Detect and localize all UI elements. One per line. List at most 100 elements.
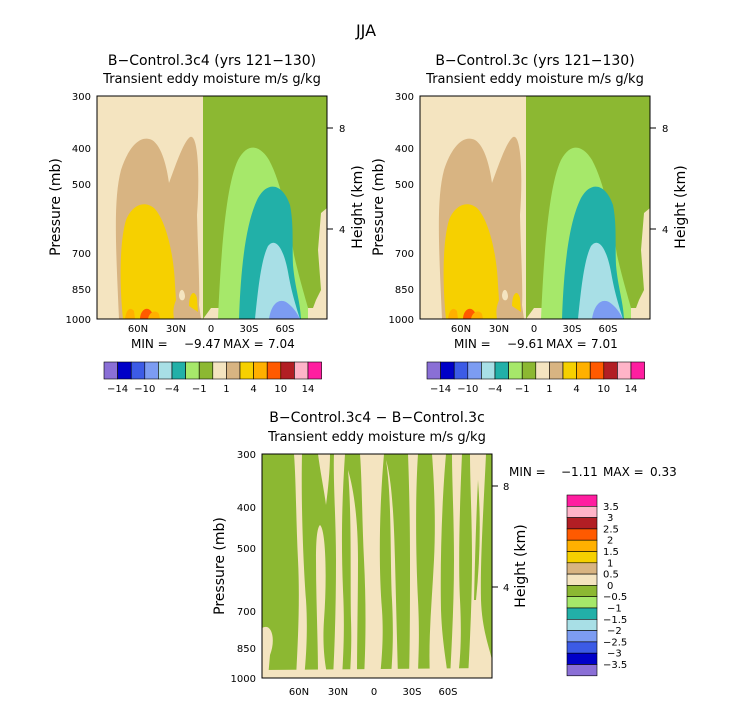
panel-b-min-value: −9.61 xyxy=(507,337,544,351)
panel-b-colorbar-label: 14 xyxy=(625,384,638,395)
panel-c-xtick: 60S xyxy=(438,687,457,698)
panel-b-ytick: 400 xyxy=(395,144,414,155)
panel-c-colorbar-swatch xyxy=(566,562,598,575)
panel-a-colorbar-swatch xyxy=(280,361,295,380)
panel-c-xtick: 0 xyxy=(371,687,377,698)
panel-c-colorbar-label: 1.5 xyxy=(603,547,619,558)
panel-a-colorbar-label: −10 xyxy=(134,384,155,395)
panel-c-colorbar-label: 3.5 xyxy=(603,502,619,513)
panel-c-colorbar-swatch xyxy=(566,517,598,530)
panel-a-xtick: 30S xyxy=(239,324,258,335)
panel-c-colorbar-label: 0 xyxy=(607,581,613,592)
panel-c-xtick: 60N xyxy=(289,687,309,698)
panel-a-colorbar-label: −14 xyxy=(107,384,128,395)
panel-b-subtitle: Transient eddy moisture m/s g/kg xyxy=(425,72,644,87)
panel-c-ytick: 850 xyxy=(237,644,256,655)
panel-c-colorbar-label: −3 xyxy=(607,649,622,660)
panel-c-ytick: 1000 xyxy=(231,674,256,685)
panel-a-colorbar-swatch xyxy=(239,361,254,380)
panel-a-ytick: 500 xyxy=(72,180,91,191)
panel-b-ylabel: Pressure (mb) xyxy=(371,158,387,256)
panel-c-colorbar-swatch xyxy=(566,539,598,552)
panel-b-ytick: 300 xyxy=(395,92,414,103)
panel-b-colorbar-swatch xyxy=(467,361,482,380)
panel-c-ylabel-right: Height (km) xyxy=(513,524,529,607)
panel-b-ytick: 1000 xyxy=(389,315,414,326)
panel-b-xtick: 60N xyxy=(451,324,471,335)
panel-b-colorbar-label: 10 xyxy=(597,384,610,395)
panel-c-ytick-right: 8 xyxy=(503,482,509,493)
panel-c-subtitle: Transient eddy moisture m/s g/kg xyxy=(267,430,486,445)
panel-c-colorbar-swatch xyxy=(566,528,598,541)
panel-a: B−Control.3c4 (yrs 121−130) Transient ed… xyxy=(48,53,366,395)
panel-c-min-label: MIN = xyxy=(509,465,546,479)
panel-b-colorbar: −14 −10 −4 −1 1 4 10 14 xyxy=(426,361,645,395)
panel-c-colorbar-label: −0.5 xyxy=(603,592,627,603)
panel-c-colorbar-swatch xyxy=(566,664,598,677)
panel-b-max-value: 7.01 xyxy=(591,337,618,351)
panel-b-xtick: 60S xyxy=(598,324,617,335)
panel-c-ytick: 300 xyxy=(237,450,256,461)
panel-b-colorbar-swatch xyxy=(630,361,645,380)
panel-b-colorbar-label: 1 xyxy=(546,384,552,395)
panel-a-ytick: 400 xyxy=(72,144,91,155)
panel-a-colorbar: −14 −10 −4 −1 1 4 10 14 xyxy=(103,361,322,395)
panel-a-colorbar-swatch xyxy=(103,361,118,380)
panel-a-colorbar-label: 14 xyxy=(302,384,315,395)
panel-a-field xyxy=(97,96,327,319)
panel-c-colorbar-swatch xyxy=(566,618,598,631)
panel-a-colorbar-swatch xyxy=(253,361,268,380)
panel-a-max-label: MAX = xyxy=(223,337,264,351)
panel-a-colorbar-swatch xyxy=(130,361,146,380)
panel-a-max-value: 7.04 xyxy=(268,337,295,351)
panel-a-colorbar-swatch xyxy=(226,361,241,380)
panel-c-max-label: MAX = xyxy=(603,465,644,479)
panel-c-colorbar-label: 1 xyxy=(607,558,613,569)
panel-c-colorbar-swatch xyxy=(566,585,598,598)
panel-b-colorbar-swatch xyxy=(453,361,469,380)
panel-c-max-value: 0.33 xyxy=(650,465,677,479)
panel-c-colorbar-swatch xyxy=(566,573,598,586)
panel-c-colorbar-swatch xyxy=(566,596,598,609)
panel-c-ytick: 500 xyxy=(237,544,256,555)
panel-c-colorbar-label: −2 xyxy=(607,626,622,637)
panel-b-colorbar-label: −14 xyxy=(430,384,451,395)
panel-c-colorbar-label: −1.5 xyxy=(603,615,627,626)
panel-b-colorbar-swatch xyxy=(576,361,591,380)
panel-b-colorbar-swatch xyxy=(508,361,523,380)
panel-a-min-label: MIN = xyxy=(131,337,168,351)
panel-c-frame xyxy=(261,453,493,679)
panel-c-colorbar-label: −1 xyxy=(607,604,622,615)
panel-b-max-label: MAX = xyxy=(546,337,587,351)
panel-a-subtitle: Transient eddy moisture m/s g/kg xyxy=(102,72,321,87)
panel-a-colorbar-swatch xyxy=(117,361,132,380)
panel-a-colorbar-swatch xyxy=(266,361,282,380)
panel-c-colorbar-swatch xyxy=(566,641,598,654)
panel-c-colorbar-swatch xyxy=(566,607,598,620)
panel-c-colorbar-swatch xyxy=(566,652,598,665)
panel-b-colorbar-swatch xyxy=(535,361,550,380)
panel-c-title: B−Control.3c4 − B−Control.3c xyxy=(269,410,485,426)
panel-a-ylabel-right: Height (km) xyxy=(350,165,366,248)
panel-b-colorbar-swatch xyxy=(562,361,577,380)
panel-c-ytick: 400 xyxy=(237,503,256,514)
panel-a-xtick: 60S xyxy=(275,324,294,335)
panel-a-colorbar-swatch xyxy=(171,361,186,380)
panel-a-colorbar-swatch xyxy=(158,361,173,380)
panel-c-colorbar-label: 2.5 xyxy=(603,524,619,535)
panel-c-xtick: 30S xyxy=(402,687,421,698)
figure-title: JJA xyxy=(355,21,376,40)
panel-b-ylabel-right: Height (km) xyxy=(673,165,689,248)
panel-b-colorbar-label: 4 xyxy=(573,384,579,395)
panel-c-colorbar-label: −3.5 xyxy=(603,660,627,671)
panel-c-colorbar-label: 2 xyxy=(607,536,613,547)
panel-b-colorbar-label: −4 xyxy=(488,384,503,395)
panel-a-colorbar-label: −4 xyxy=(165,384,180,395)
panel-b-min-label: MIN = xyxy=(454,337,491,351)
panel-a-colorbar-swatch xyxy=(198,361,214,380)
panel-c-ytick: 700 xyxy=(237,607,256,618)
panel-b-colorbar-label: −1 xyxy=(515,384,530,395)
panel-a-min-value: −9.47 xyxy=(184,337,221,351)
panel-b-colorbar-swatch xyxy=(481,361,496,380)
panel-b-colorbar-swatch xyxy=(589,361,605,380)
